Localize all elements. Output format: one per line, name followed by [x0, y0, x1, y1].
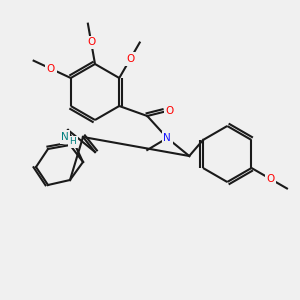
Text: N: N [61, 132, 69, 142]
Text: O: O [47, 64, 55, 74]
Text: O: O [266, 174, 275, 184]
Text: O: O [165, 106, 173, 116]
Text: N: N [164, 133, 171, 143]
Text: O: O [126, 54, 134, 64]
Text: O: O [87, 37, 95, 47]
Text: H: H [70, 137, 76, 146]
